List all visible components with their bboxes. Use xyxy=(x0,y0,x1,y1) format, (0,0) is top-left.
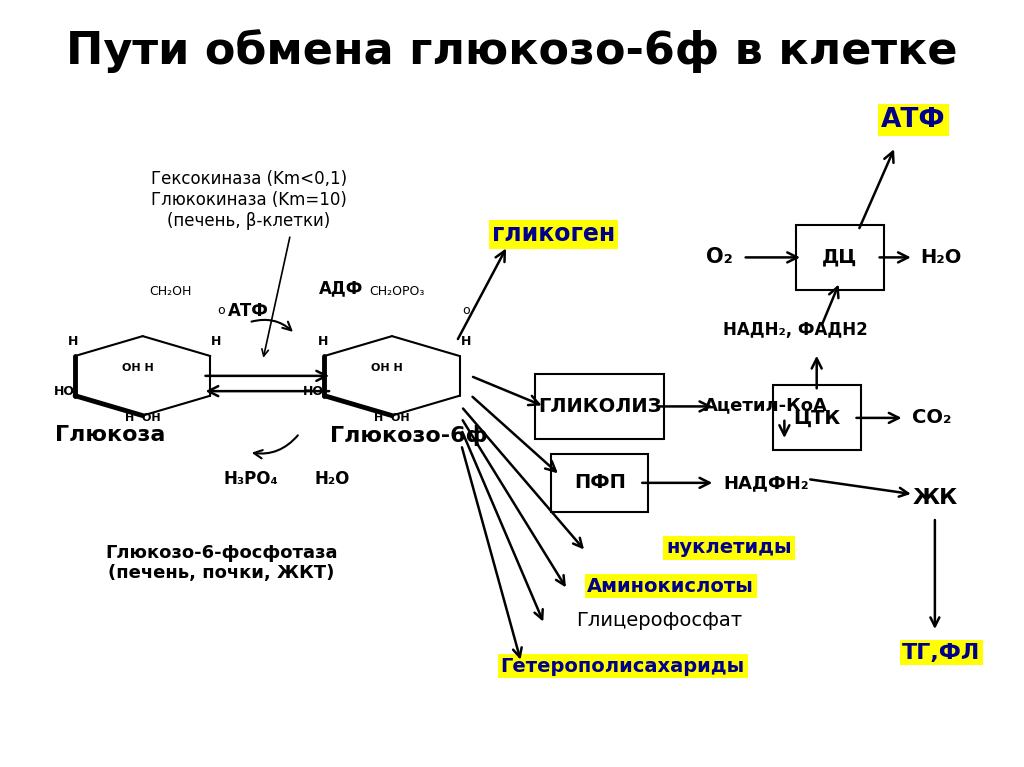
Text: Аминокислоты: Аминокислоты xyxy=(588,577,755,595)
Text: OH H: OH H xyxy=(372,364,403,374)
Text: HO: HO xyxy=(53,384,75,397)
Text: OH H: OH H xyxy=(122,364,154,374)
Text: СО₂: СО₂ xyxy=(912,408,952,427)
Text: АДФ: АДФ xyxy=(319,279,364,297)
Text: Н₂О: Н₂О xyxy=(314,470,349,488)
FancyBboxPatch shape xyxy=(796,225,884,290)
FancyBboxPatch shape xyxy=(551,454,648,512)
Text: ДЦ: ДЦ xyxy=(822,248,857,267)
Text: Н₂О: Н₂О xyxy=(921,248,962,267)
Text: Глюкозо-6-фосфотаза
(печень, почки, ЖКТ): Глюкозо-6-фосфотаза (печень, почки, ЖКТ) xyxy=(104,544,337,582)
Text: АТФ: АТФ xyxy=(882,107,946,133)
Text: Глюкозо-6ф: Глюкозо-6ф xyxy=(330,425,487,446)
Text: о: о xyxy=(217,304,225,318)
Text: Пути обмена глюкозо-6ф в клетке: Пути обмена глюкозо-6ф в клетке xyxy=(67,29,957,73)
Text: НАДФН₂: НАДФН₂ xyxy=(723,474,809,492)
Text: Глицерофосфат: Глицерофосфат xyxy=(577,611,742,630)
Text: H: H xyxy=(461,335,471,348)
Text: ГЛИКОЛИЗ: ГЛИКОЛИЗ xyxy=(538,397,662,416)
FancyBboxPatch shape xyxy=(536,374,665,439)
Text: о: о xyxy=(462,304,470,318)
FancyBboxPatch shape xyxy=(773,385,860,450)
Text: Ацетил-КоА: Ацетил-КоА xyxy=(703,396,827,414)
Text: СН₂ОН: СН₂ОН xyxy=(150,285,191,298)
Text: ЦТК: ЦТК xyxy=(793,408,841,427)
Text: ЖК: ЖК xyxy=(912,488,957,508)
Text: Гетерополисахариды: Гетерополисахариды xyxy=(501,657,744,676)
Text: HO: HO xyxy=(303,384,324,397)
Text: ПФП: ПФП xyxy=(573,473,626,492)
Text: Гексокиназа (Km<0,1)
Глюкокиназа (Km=10)
(печень, β-клетки): Гексокиназа (Km<0,1) Глюкокиназа (Km=10)… xyxy=(151,170,347,230)
Text: О₂: О₂ xyxy=(707,248,733,268)
Text: НАДН₂, ФАДН2: НАДН₂, ФАДН2 xyxy=(723,321,867,339)
Text: нуклетиды: нуклетиды xyxy=(667,538,792,558)
Text: СН₂ОРО₃: СН₂ОРО₃ xyxy=(369,285,424,298)
Text: H: H xyxy=(317,335,328,348)
Text: АТФ: АТФ xyxy=(228,302,269,320)
Text: Глюкоза: Глюкоза xyxy=(55,426,166,446)
Text: гликоген: гликоген xyxy=(492,222,615,246)
Text: H: H xyxy=(69,335,79,348)
Text: H  OH: H OH xyxy=(125,413,161,423)
Text: Н₃РО₄: Н₃РО₄ xyxy=(223,470,279,488)
Text: ТГ,ФЛ: ТГ,ФЛ xyxy=(902,643,980,663)
Text: H  OH: H OH xyxy=(374,413,410,423)
Text: H: H xyxy=(211,335,222,348)
